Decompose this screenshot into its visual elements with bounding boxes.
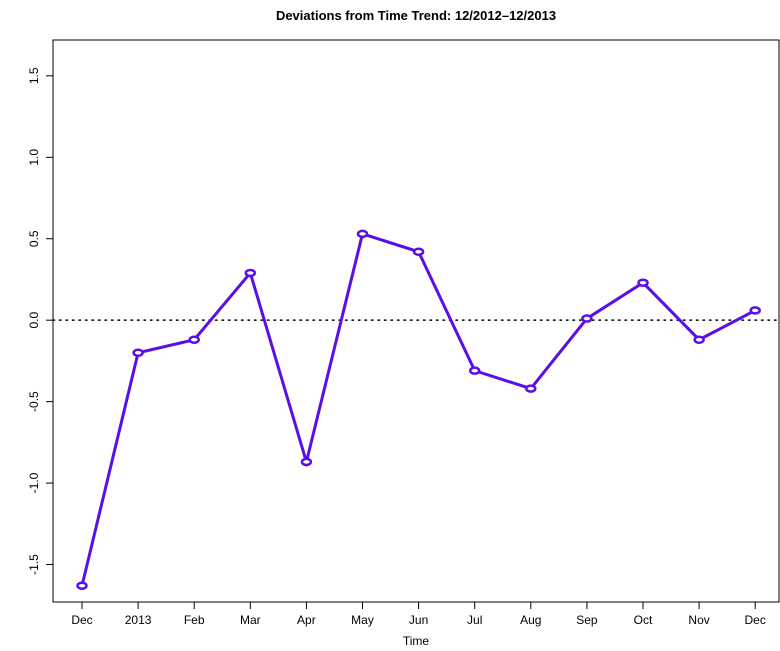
point: [468, 366, 481, 375]
x-tick-label: Nov: [688, 613, 709, 627]
series-line: [80, 231, 756, 587]
point: [749, 306, 761, 315]
y-tick-label: -0.5: [27, 391, 41, 412]
plot-frame: [52, 39, 780, 603]
x-axis-label: Time: [403, 634, 430, 648]
point: [132, 348, 144, 358]
y-tick-label: 1.0: [27, 149, 41, 166]
point: [356, 229, 369, 239]
x-tick-label: Feb: [184, 613, 205, 627]
x-tick-label: 2013: [125, 613, 152, 627]
y-tick-label: 0.5: [27, 230, 41, 247]
x-tick-label: Jun: [409, 613, 428, 627]
x-tick-label: Mar: [240, 613, 261, 627]
point: [412, 247, 425, 257]
chart-title: Deviations from Time Trend: 12/2012–12/2…: [276, 8, 556, 23]
x-tick-label: Dec: [745, 613, 766, 627]
y-tick-label: -1.0: [27, 472, 41, 493]
x-tick-label: Dec: [71, 613, 92, 627]
x-tick-label: Oct: [634, 613, 653, 627]
x-tick-label: Jul: [467, 613, 482, 627]
point: [525, 384, 537, 393]
x-tick-label: Sep: [576, 613, 598, 627]
point: [300, 457, 313, 467]
y-tick-label: 1.5: [27, 67, 41, 84]
point: [581, 314, 593, 323]
point: [693, 335, 705, 344]
point: [244, 268, 257, 278]
point: [188, 335, 200, 344]
y-tick-label: -1.5: [27, 554, 41, 575]
x-tick-label: Apr: [297, 613, 316, 627]
y-tick-label: 0.0: [27, 312, 41, 329]
point: [637, 278, 649, 287]
x-tick-label: Aug: [520, 613, 541, 627]
point: [76, 581, 88, 590]
x-tick-label: May: [351, 613, 374, 627]
